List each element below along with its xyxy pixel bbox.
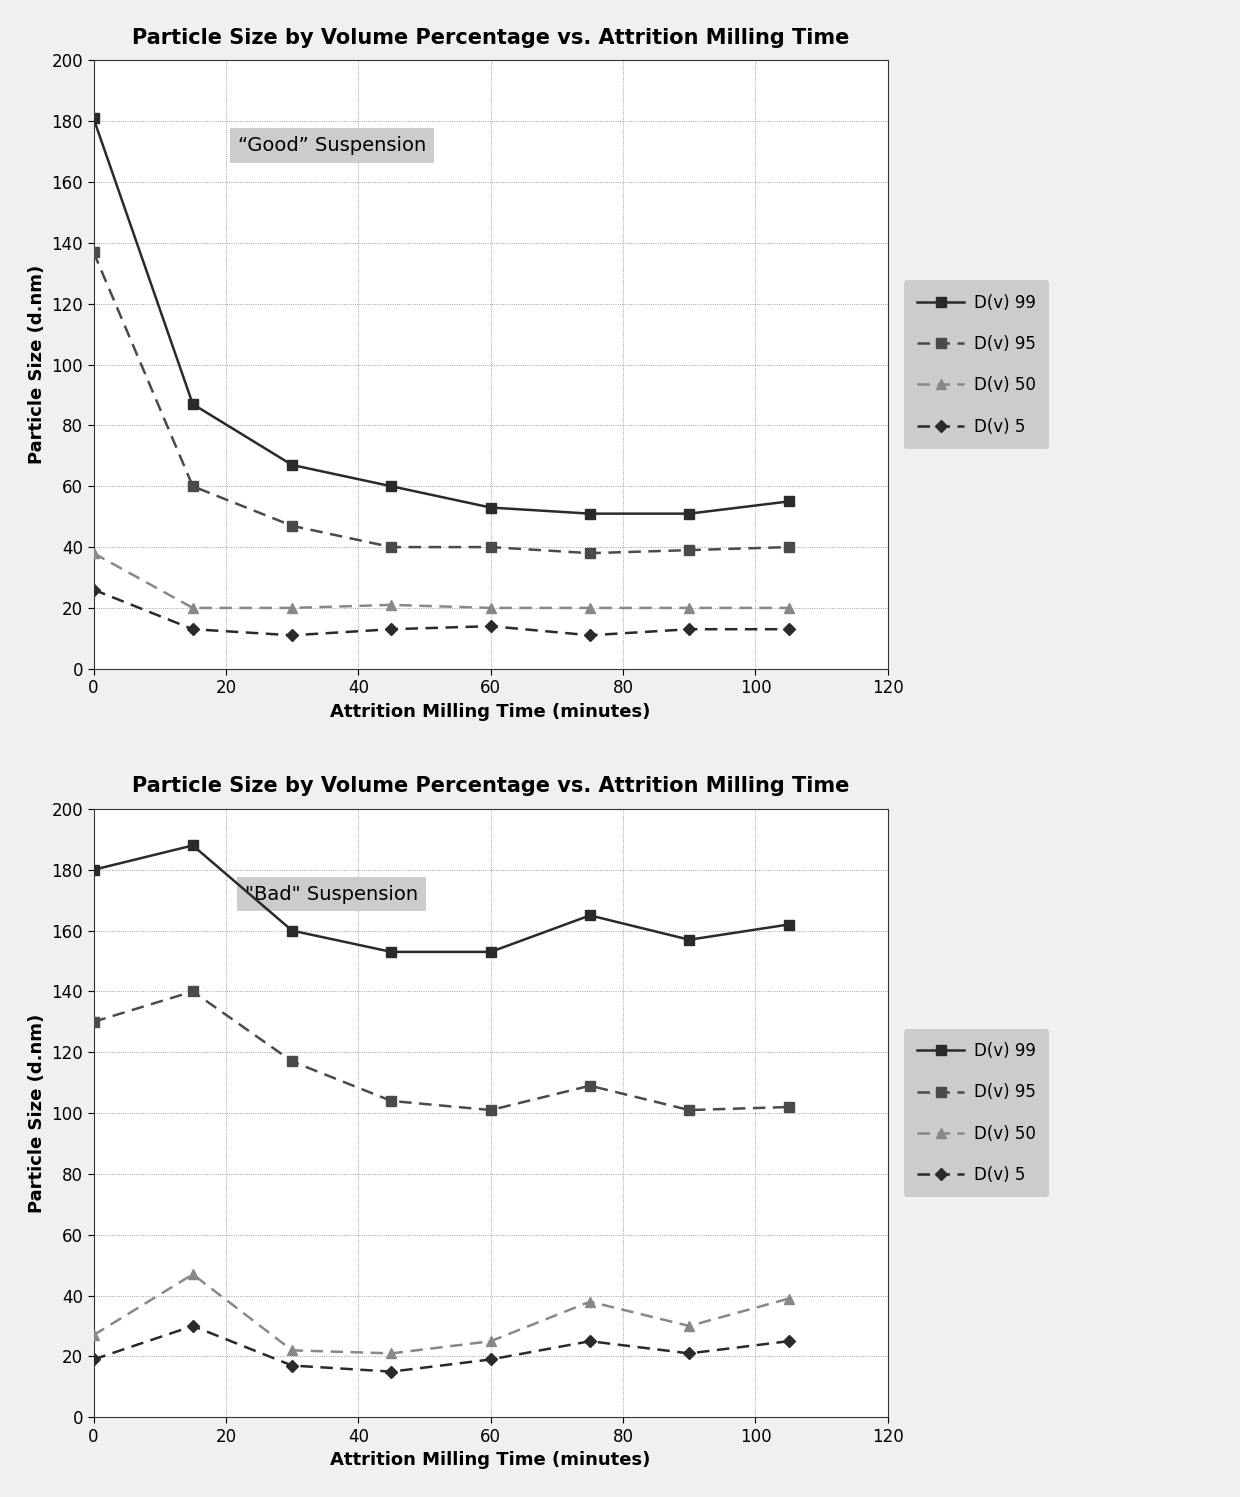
Text: "Bad" Suspension: "Bad" Suspension <box>246 885 418 904</box>
Title: Particle Size by Volume Percentage vs. Attrition Milling Time: Particle Size by Volume Percentage vs. A… <box>131 28 849 48</box>
X-axis label: Attrition Milling Time (minutes): Attrition Milling Time (minutes) <box>331 702 651 720</box>
X-axis label: Attrition Milling Time (minutes): Attrition Milling Time (minutes) <box>331 1451 651 1469</box>
Text: “Good” Suspension: “Good” Suspension <box>238 136 425 156</box>
Y-axis label: Particle Size (d.nm): Particle Size (d.nm) <box>27 265 46 464</box>
Legend: D(v) 99, D(v) 95, D(v) 50, D(v) 5: D(v) 99, D(v) 95, D(v) 50, D(v) 5 <box>904 280 1049 449</box>
Title: Particle Size by Volume Percentage vs. Attrition Milling Time: Particle Size by Volume Percentage vs. A… <box>131 777 849 796</box>
Y-axis label: Particle Size (d.nm): Particle Size (d.nm) <box>27 1013 46 1213</box>
Legend: D(v) 99, D(v) 95, D(v) 50, D(v) 5: D(v) 99, D(v) 95, D(v) 50, D(v) 5 <box>904 1028 1049 1198</box>
